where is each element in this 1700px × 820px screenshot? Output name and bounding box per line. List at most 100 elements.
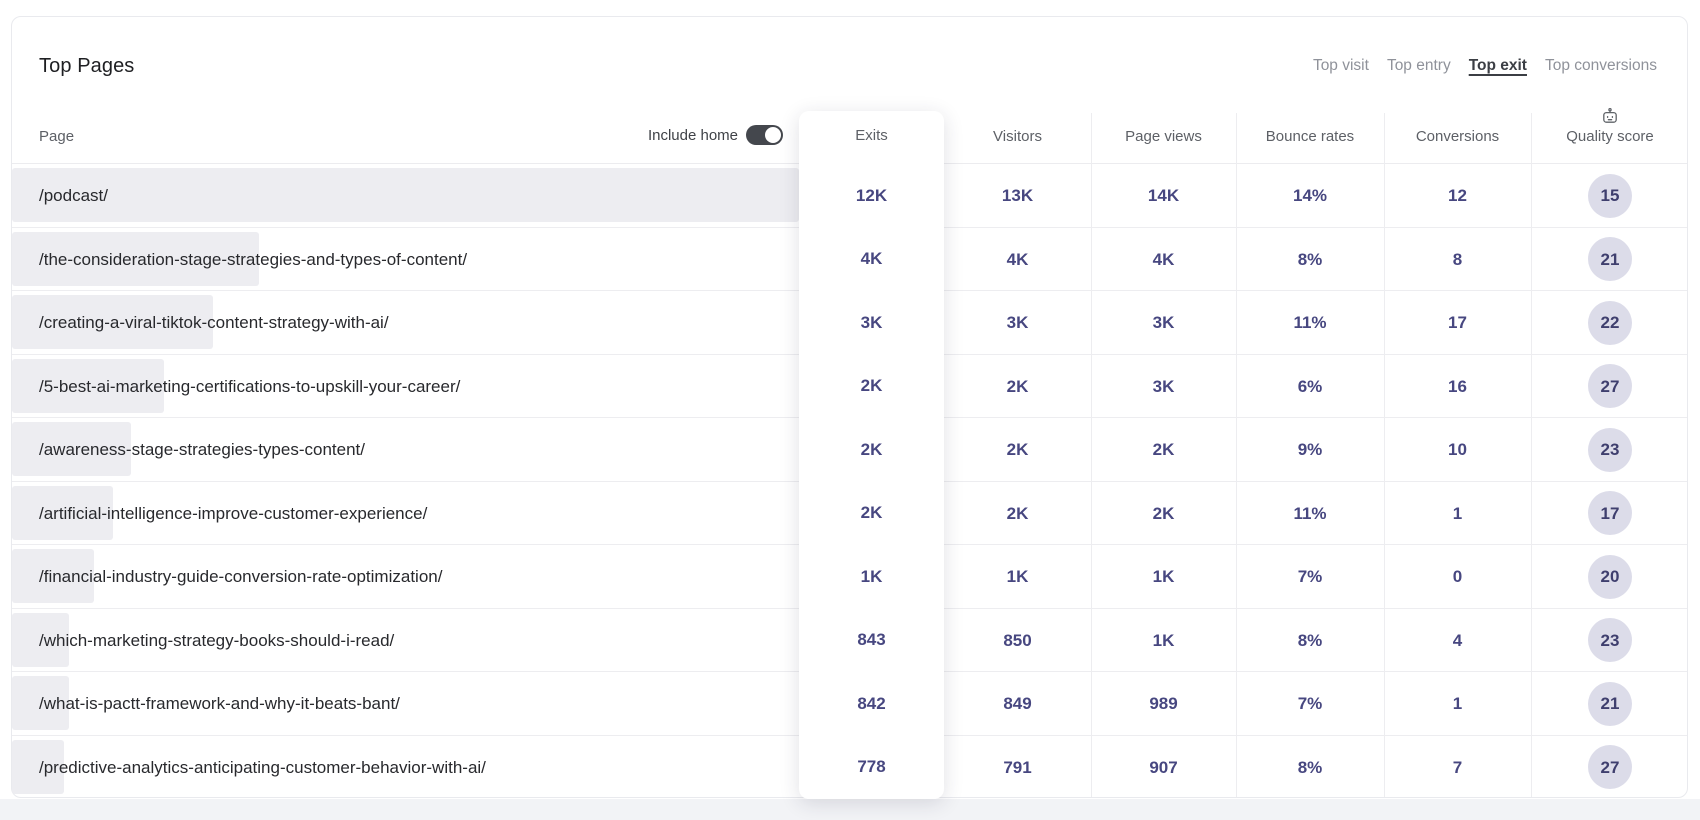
column-divider bbox=[1531, 113, 1532, 797]
column-divider bbox=[1384, 113, 1385, 797]
exits-value: 2K bbox=[860, 439, 883, 459]
page-path[interactable]: /awareness-stage-strategies-types-conten… bbox=[39, 440, 365, 459]
robot-icon bbox=[1531, 107, 1689, 124]
toggle-knob bbox=[765, 127, 781, 143]
exit-magnitude-bar bbox=[12, 612, 69, 667]
top-tabs: Top visit Top entry Top exit Top conversion… bbox=[1313, 57, 1657, 75]
conversions-value: 12 bbox=[1448, 186, 1467, 205]
bounce-rate-value: 7% bbox=[1297, 694, 1323, 713]
bounce-rate-value: 8% bbox=[1297, 630, 1323, 650]
page-views-value: 14K bbox=[1147, 186, 1180, 205]
quality-score-badge: 20 bbox=[1588, 554, 1632, 599]
quality-score-badge: 22 bbox=[1588, 300, 1632, 345]
visitors-value: 2K bbox=[1006, 376, 1029, 396]
column-header-exits: Exits bbox=[855, 127, 888, 144]
quality-score-cell: 27 bbox=[1531, 736, 1689, 800]
bottom-background-strip bbox=[0, 799, 1700, 820]
table-row[interactable]: /podcast/13K 14K 14% 12 15 bbox=[12, 164, 1687, 228]
include-home-toggle[interactable] bbox=[746, 125, 783, 145]
quality-score-badge: 23 bbox=[1588, 427, 1632, 472]
exits-value: 842 bbox=[857, 693, 886, 713]
page-path[interactable]: /predictive-analytics-anticipating-custo… bbox=[39, 757, 486, 777]
exits-value: 2K bbox=[860, 376, 883, 396]
bounce-rate-value: 14% bbox=[1292, 186, 1328, 205]
page-path[interactable]: /podcast/ bbox=[39, 186, 108, 205]
exit-magnitude-bar bbox=[12, 676, 69, 730]
tab-top-visit[interactable]: Top visit bbox=[1312, 57, 1369, 74]
exit-magnitude-bar bbox=[12, 358, 164, 413]
tab-top-exit[interactable]: Top exit bbox=[1468, 57, 1527, 74]
page-views-value: 2K bbox=[1152, 503, 1175, 523]
table-row[interactable]: /financial-industry-guide-conversion-rat… bbox=[12, 545, 1687, 609]
column-header-page: Page bbox=[39, 128, 75, 145]
exit-magnitude-bar bbox=[12, 739, 64, 794]
page-views-value: 2K bbox=[1152, 440, 1175, 459]
page-title: Top Pages bbox=[39, 55, 135, 77]
tab-top-conversions[interactable]: Top conversions bbox=[1544, 57, 1657, 74]
exit-magnitude-bar bbox=[12, 549, 94, 603]
exits-value: 2K bbox=[860, 503, 883, 523]
page-path[interactable]: /the-consideration-stage-strategies-and-… bbox=[39, 249, 468, 269]
visitors-value: 791 bbox=[1003, 757, 1032, 777]
page-path[interactable]: /creating-a-viral-tiktok-content-strateg… bbox=[39, 313, 389, 332]
quality-score-cell: 20 bbox=[1531, 545, 1689, 609]
page-path[interactable]: /what-is-pactt-framework-and-why-it-beat… bbox=[39, 694, 400, 713]
conversions-value: 1 bbox=[1452, 694, 1463, 713]
quality-score-badge: 15 bbox=[1588, 173, 1632, 218]
quality-score-cell: 22 bbox=[1531, 291, 1689, 355]
exits-column-card: Exits 12K 4K 3K 2K 2K 2K 1K 843 842 778 bbox=[799, 111, 944, 799]
conversions-value: 0 bbox=[1452, 567, 1463, 586]
conversions-value: 7 bbox=[1452, 757, 1463, 777]
page-path[interactable]: /financial-industry-guide-conversion-rat… bbox=[39, 567, 443, 586]
include-home-label: Include home bbox=[647, 126, 738, 144]
tab-top-entry[interactable]: Top entry bbox=[1386, 57, 1451, 74]
quality-score-cell: 21 bbox=[1531, 672, 1689, 736]
exits-value: 843 bbox=[857, 630, 886, 650]
exits-value: 3K bbox=[860, 312, 883, 332]
exits-value: 4K bbox=[860, 249, 883, 269]
quality-score-badge: 27 bbox=[1588, 364, 1632, 409]
table-row[interactable]: /the-consideration-stage-strategies-and-… bbox=[12, 228, 1689, 292]
visitors-value: 2K bbox=[1006, 440, 1029, 459]
exits-value: 1K bbox=[860, 566, 883, 586]
page-views-value: 1K bbox=[1152, 630, 1175, 650]
table-row[interactable]: /5-best-ai-marketing-certifications-to-u… bbox=[12, 355, 1687, 418]
quality-score-cell: 15 bbox=[1531, 164, 1689, 228]
table-row[interactable]: /predictive-analytics-anticipating-custo… bbox=[12, 736, 1687, 800]
page-views-value: 4K bbox=[1152, 249, 1175, 269]
visitors-value: 4K bbox=[1006, 249, 1029, 269]
conversions-value: 8 bbox=[1452, 249, 1463, 269]
exit-magnitude-bar bbox=[12, 295, 213, 349]
column-header-bounce-rates: Bounce rates bbox=[1265, 128, 1355, 145]
quality-score-badge: 21 bbox=[1588, 237, 1632, 282]
bounce-rate-value: 11% bbox=[1293, 313, 1327, 332]
quality-score-cell: 23 bbox=[1531, 418, 1689, 482]
bounce-rate-value: 9% bbox=[1297, 440, 1323, 459]
exit-magnitude-bar bbox=[12, 422, 131, 476]
quality-score-badge: 23 bbox=[1588, 618, 1632, 663]
column-header-quality-score: Quality score bbox=[1566, 128, 1654, 145]
exit-magnitude-bar bbox=[12, 231, 259, 286]
quality-score-badge: 21 bbox=[1588, 681, 1632, 726]
quality-score-badge: 17 bbox=[1588, 491, 1632, 536]
visitors-value: 2K bbox=[1006, 503, 1029, 523]
bounce-rate-value: 8% bbox=[1297, 757, 1323, 777]
quality-score-cell: 23 bbox=[1531, 609, 1689, 673]
include-home-control: Include home bbox=[648, 125, 783, 145]
column-header-visitors: Visitors bbox=[993, 128, 1042, 145]
visitors-value: 13K bbox=[1001, 186, 1034, 205]
conversions-value: 17 bbox=[1448, 313, 1467, 332]
page-path[interactable]: /artificial-intelligence-improve-custome… bbox=[39, 503, 428, 523]
column-divider bbox=[1091, 113, 1092, 797]
quality-score-cell: 21 bbox=[1531, 228, 1689, 292]
quality-score-badge: 27 bbox=[1588, 745, 1632, 790]
conversions-value: 16 bbox=[1448, 376, 1467, 396]
top-pages-panel: Top Pages Top visit Top entry Top exit Top … bbox=[11, 16, 1689, 800]
table-row[interactable]: /creating-a-viral-tiktok-content-strateg… bbox=[12, 291, 1687, 355]
page-views-value: 1K bbox=[1152, 567, 1175, 586]
page-path[interactable]: /5-best-ai-marketing-certifications-to-u… bbox=[39, 376, 461, 396]
bounce-rate-value: 11% bbox=[1293, 503, 1327, 523]
bounce-rate-value: 8% bbox=[1297, 249, 1323, 269]
page-path[interactable]: /which-marketing-strategy-books-should-i… bbox=[39, 630, 395, 650]
visitors-value: 850 bbox=[1003, 630, 1032, 650]
